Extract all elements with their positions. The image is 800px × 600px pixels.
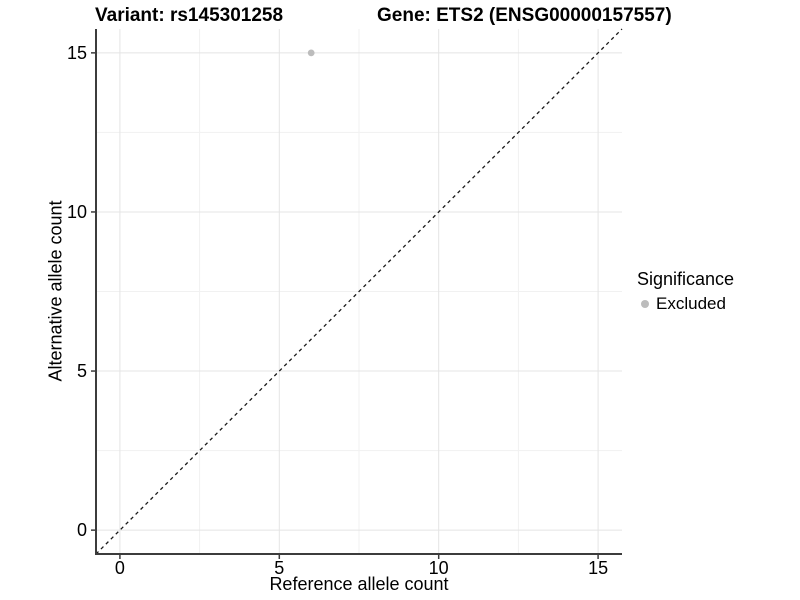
y-tick-label: 0 <box>77 520 87 540</box>
plot-title-gene: Gene: ETS2 (ENSG00000157557) <box>377 5 672 26</box>
x-tick-label: 5 <box>274 558 284 578</box>
legend-item: Excluded <box>637 294 734 314</box>
data-point <box>307 49 315 57</box>
plot-title-variant: Variant: rs145301258 <box>95 5 284 26</box>
y-tick-label: 15 <box>67 43 87 63</box>
x-axis-title: Reference allele count <box>269 574 449 594</box>
x-tick-label: 15 <box>588 558 608 578</box>
legend-point-swatch <box>641 300 649 308</box>
y-tick-label: 5 <box>77 361 87 381</box>
y-axis-title: Alternative allele count <box>45 200 66 382</box>
x-tick-label: 10 <box>429 558 449 578</box>
identity-dashed-line <box>95 28 623 555</box>
y-tick-label: 10 <box>67 202 87 222</box>
legend: Significance Excluded <box>637 269 734 314</box>
legend-title: Significance <box>637 269 735 289</box>
x-tick-label: 0 <box>115 558 125 578</box>
legend-item-label: Excluded <box>656 294 726 313</box>
